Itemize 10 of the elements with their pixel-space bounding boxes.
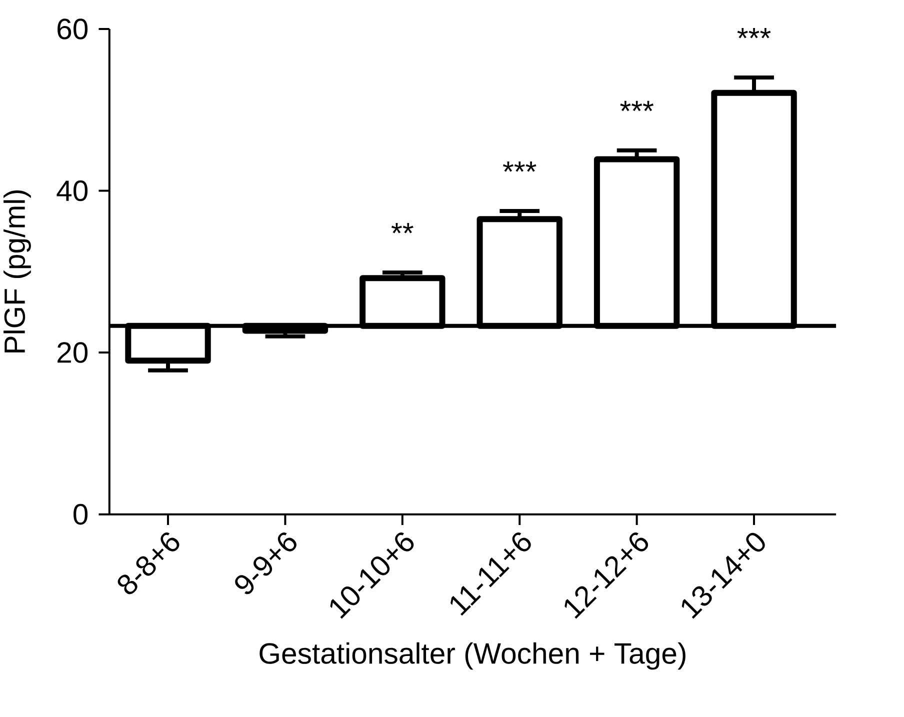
y-tick-label: 20 (58, 342, 88, 363)
y-tick-label: 0 (74, 504, 88, 525)
annotation: *** (502, 161, 536, 172)
y-tick-label: 60 (58, 18, 88, 40)
y-axis-title: PlGF (pg/ml) (4, 190, 31, 352)
annotation: *** (737, 28, 771, 38)
annotation: ** (391, 222, 414, 234)
x-axis-title: Gestationsalter (Wochen + Tage) (260, 642, 686, 670)
y-tick-label: 40 (56, 180, 88, 202)
annotation: *** (620, 100, 654, 112)
